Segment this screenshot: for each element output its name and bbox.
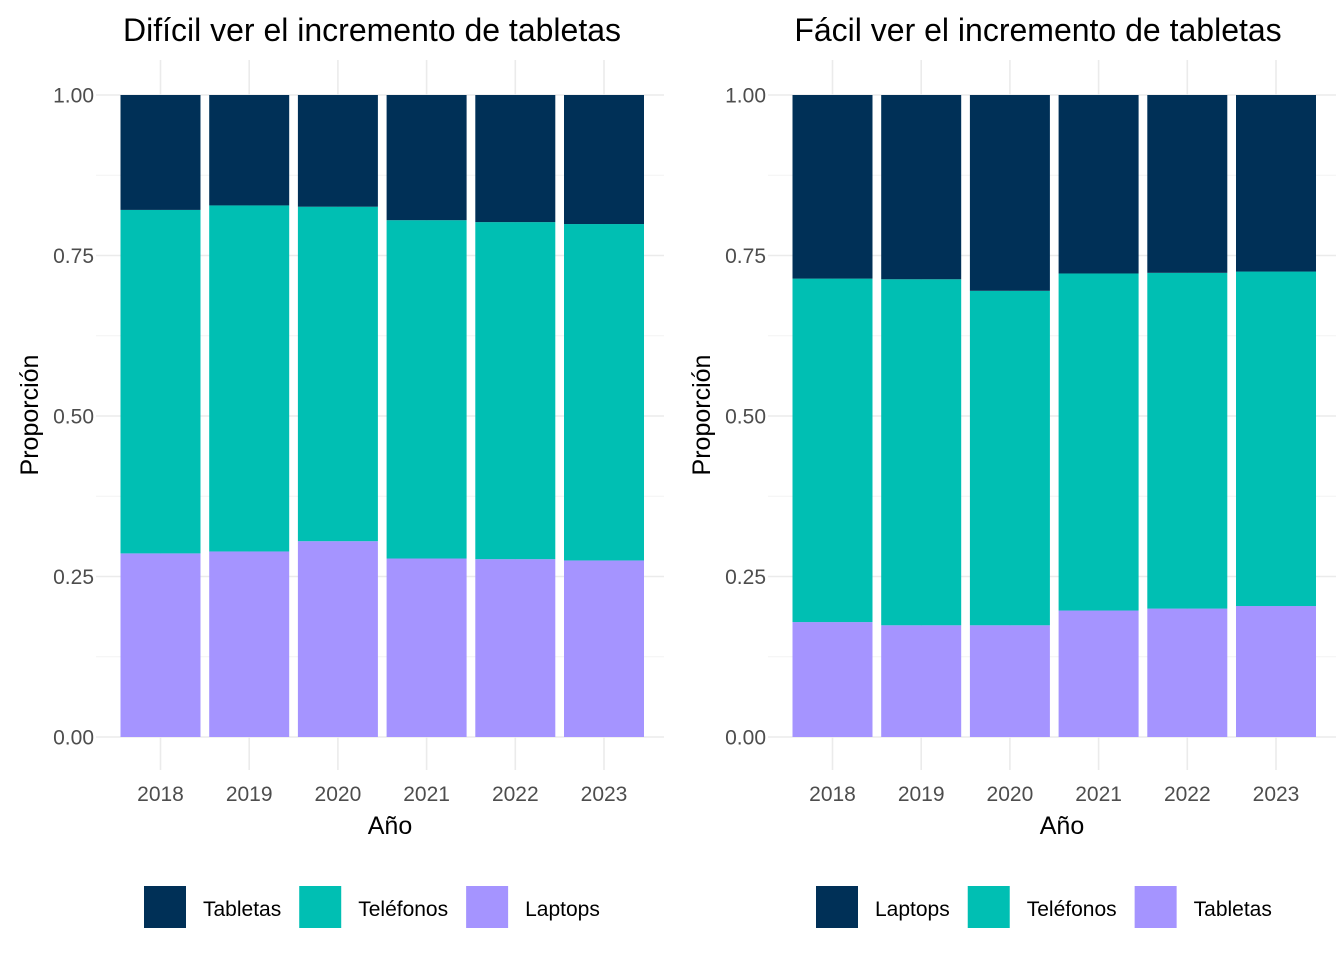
y-tick-label: 0.50 <box>725 406 766 429</box>
y-axis-title: Proporción <box>16 355 44 476</box>
bar-tabletas-2019 <box>881 625 962 737</box>
x-tick-label: 2021 <box>1075 783 1122 806</box>
bar-teléfonos-2019 <box>209 205 290 552</box>
bar-tabletas-2020 <box>969 625 1050 737</box>
bar-teléfonos-2020 <box>297 206 378 542</box>
legend-label: Teléfonos <box>358 898 448 921</box>
bars <box>120 95 644 737</box>
bar-tabletas-2018 <box>120 95 201 210</box>
bar-tabletas-2023 <box>564 95 644 225</box>
legend: Laptops Teléfonos Tabletas <box>816 886 1272 928</box>
bar-teléfonos-2018 <box>120 209 201 554</box>
bar-laptops-2021 <box>1058 95 1139 274</box>
legend-key-teléfonos <box>967 886 1010 928</box>
bar-tabletas-2021 <box>1058 610 1139 737</box>
x-axis-title: Año <box>1040 812 1084 840</box>
bar-teléfonos-2023 <box>1236 271 1316 607</box>
bars <box>792 95 1316 737</box>
y-tick-label: 0.25 <box>725 566 766 589</box>
y-axis-ticks: 0.00 0.25 0.50 0.75 1.00 <box>53 85 94 750</box>
y-tick-label: 0.00 <box>725 727 766 750</box>
legend-label: Laptops <box>875 898 950 921</box>
bar-teléfonos-2022 <box>475 222 556 560</box>
legend-label: Teléfonos <box>1027 898 1117 921</box>
y-tick-label: 0.75 <box>53 245 94 268</box>
x-tick-label: 2019 <box>898 783 945 806</box>
x-axis-ticks: 2018 2019 2020 2021 2022 2023 <box>137 783 627 806</box>
y-axis-title: Proporción <box>688 355 716 476</box>
legend-key-teléfonos <box>299 886 342 928</box>
bar-laptops-2022 <box>475 559 556 737</box>
y-tick-label: 0.00 <box>53 727 94 750</box>
bar-teléfonos-2020 <box>969 290 1050 626</box>
legend: Tabletas Teléfonos Laptops <box>144 886 600 928</box>
chart-title: Difícil ver el incremento de tabletas <box>123 12 621 48</box>
bar-tabletas-2020 <box>297 95 378 207</box>
legend-key-laptops <box>466 886 509 928</box>
chart-panel-2: 0.00 0.25 0.50 0.75 1.00 2018 2019 2020 2021 2022… <box>688 12 1336 928</box>
y-axis-ticks: 0.00 0.25 0.50 0.75 1.00 <box>725 85 766 750</box>
bar-laptops-2019 <box>881 95 962 280</box>
bar-teléfonos-2021 <box>386 220 467 559</box>
chart-panel-1: 0.00 0.25 0.50 0.75 1.00 2018 2019 2020 2021 2022… <box>16 12 664 928</box>
legend-key-laptops <box>816 886 858 928</box>
bar-tabletas-2018 <box>792 622 873 737</box>
bar-laptops-2018 <box>792 95 873 279</box>
x-tick-label: 2019 <box>226 783 273 806</box>
bar-teléfonos-2019 <box>881 279 962 626</box>
bar-teléfonos-2022 <box>1147 272 1228 609</box>
bar-tabletas-2021 <box>386 95 467 221</box>
bar-teléfonos-2021 <box>1058 273 1139 611</box>
bar-laptops-2020 <box>969 95 1050 291</box>
bar-tabletas-2019 <box>209 95 290 206</box>
bar-teléfonos-2018 <box>792 278 873 623</box>
bar-teléfonos-2023 <box>564 224 644 561</box>
x-tick-label: 2018 <box>137 783 184 806</box>
bar-laptops-2019 <box>209 551 290 737</box>
bar-laptops-2020 <box>297 541 378 737</box>
x-tick-label: 2020 <box>315 783 362 806</box>
bar-tabletas-2023 <box>1236 606 1316 737</box>
x-tick-label: 2023 <box>1253 783 1300 806</box>
legend-label: Laptops <box>525 898 600 921</box>
bar-tabletas-2022 <box>1147 608 1228 737</box>
x-axis-title: Año <box>368 812 412 840</box>
y-tick-label: 1.00 <box>53 85 94 108</box>
legend-key-tabletas <box>1134 886 1177 928</box>
legend-label: Tabletas <box>1194 898 1272 921</box>
bar-tabletas-2022 <box>475 95 556 223</box>
x-tick-label: 2021 <box>403 783 450 806</box>
y-tick-label: 1.00 <box>725 85 766 108</box>
x-axis-ticks: 2018 2019 2020 2021 2022 2023 <box>809 783 1299 806</box>
chart-title: Fácil ver el incremento de tabletas <box>794 12 1281 48</box>
bar-laptops-2022 <box>1147 95 1228 273</box>
x-tick-label: 2022 <box>1164 783 1211 806</box>
y-tick-label: 0.25 <box>53 566 94 589</box>
x-tick-label: 2018 <box>809 783 856 806</box>
x-tick-label: 2022 <box>492 783 539 806</box>
x-tick-label: 2023 <box>581 783 628 806</box>
bar-laptops-2023 <box>1236 95 1316 272</box>
legend-label: Tabletas <box>203 898 281 921</box>
bar-laptops-2021 <box>386 558 467 737</box>
y-tick-label: 0.75 <box>725 245 766 268</box>
bar-laptops-2018 <box>120 553 201 737</box>
x-tick-label: 2020 <box>987 783 1034 806</box>
legend-key-tabletas <box>144 886 186 928</box>
y-tick-label: 0.50 <box>53 406 94 429</box>
bar-laptops-2023 <box>564 560 644 737</box>
